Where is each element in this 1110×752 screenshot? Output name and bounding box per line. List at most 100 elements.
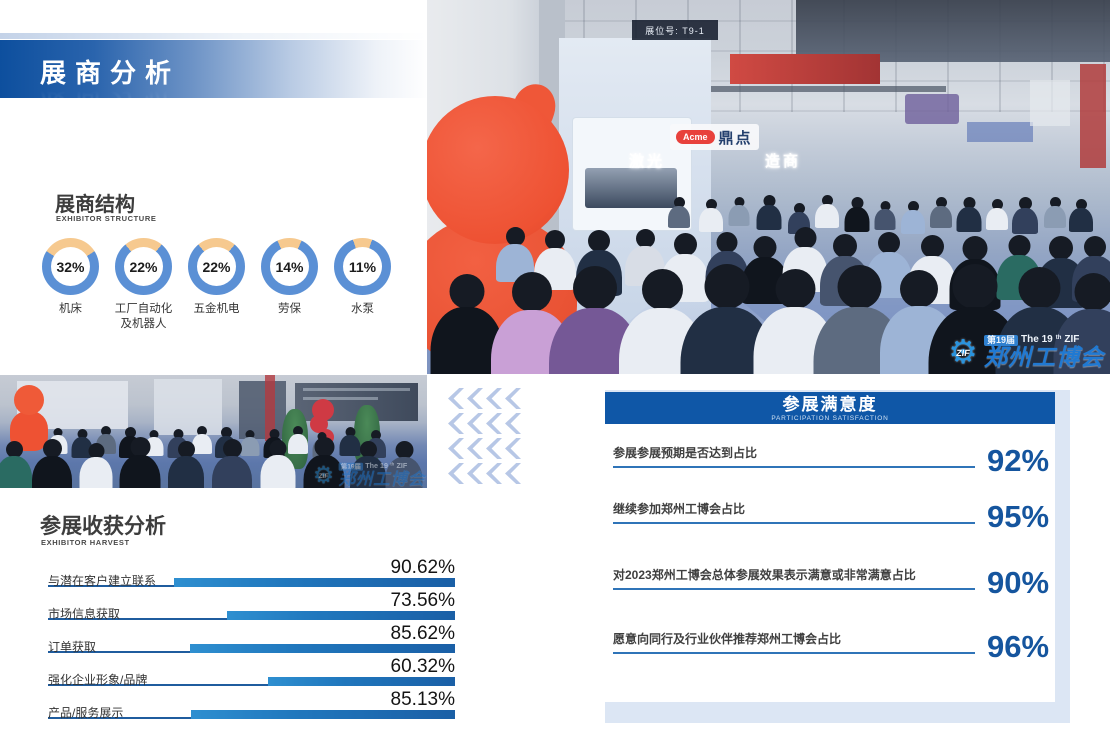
person-head	[704, 264, 750, 309]
left-chevron-icon	[448, 438, 464, 459]
person-body	[212, 456, 252, 488]
person-head	[220, 427, 232, 438]
bar-row: 85.62% 订单获取	[48, 623, 455, 659]
left-chevron-icon	[467, 413, 483, 434]
person-head	[907, 201, 919, 212]
person	[844, 197, 870, 232]
person-head	[716, 232, 738, 253]
person-head	[935, 197, 947, 208]
person	[1012, 197, 1038, 234]
person-head	[673, 233, 697, 256]
banner-accent-strip	[0, 33, 428, 39]
person	[1044, 197, 1066, 228]
zif-edition-cn: 第19届	[984, 335, 1019, 346]
person-head	[149, 430, 159, 439]
person-body	[32, 456, 72, 488]
person-head	[359, 441, 377, 458]
person-body	[815, 204, 839, 228]
exhibition-hall-photo-bottom: ⚙ ZIF 第19届 The 19 th ZIF 郑州工博会	[0, 375, 427, 488]
person	[168, 441, 204, 488]
chevron-decoration	[448, 388, 522, 484]
glow-sign-text-right: 造商	[765, 153, 802, 170]
person-body	[874, 209, 896, 230]
satisfaction-row: 参展参展预期是否达到占比 92%	[613, 438, 1049, 478]
bar-value: 85.13%	[390, 689, 455, 710]
bar	[268, 677, 455, 686]
crowd-bottom	[0, 375, 427, 488]
person-body	[350, 456, 386, 488]
person-head	[673, 197, 685, 208]
person-body	[756, 205, 782, 230]
person-body	[1069, 208, 1093, 232]
donut-ring: 32%	[42, 238, 99, 295]
person	[986, 199, 1008, 230]
satisfaction-rows: 参展参展预期是否达到占比 92% 继续参加郑州工博会占比 95% 对2023郑州工博会总…	[613, 424, 1050, 702]
person-body	[986, 208, 1008, 230]
person-body	[901, 210, 925, 234]
person-head	[53, 428, 63, 437]
person-head	[635, 229, 655, 248]
flower-blob	[309, 415, 328, 433]
person	[930, 197, 952, 228]
left-chevron-icon	[505, 463, 521, 484]
bar-track	[48, 643, 455, 653]
person-head	[101, 426, 111, 436]
satisfaction-subtitle: PARTICIPATION SATISFACTION	[771, 414, 889, 422]
person	[260, 440, 296, 488]
person	[350, 441, 386, 488]
zif-edition-sup: th	[390, 462, 395, 468]
satisfaction-row: 愿意向同行及行业伙伴推荐郑州工博会占比 96%	[613, 624, 1049, 664]
harvest-rows: 90.62% 与潜在客户建立联系 73.56% 市场信息获取 85.62% 订单获取 60.…	[48, 557, 455, 725]
left-chevron-icon	[505, 438, 521, 459]
harvest-section-subtitle: EXHIBITOR HARVEST	[41, 538, 130, 547]
person-head	[395, 441, 413, 459]
bar	[190, 644, 455, 653]
person	[303, 437, 345, 488]
person-head	[245, 430, 255, 439]
distant-booth-blue	[966, 122, 1033, 142]
person-head	[878, 232, 900, 254]
donut-label: 劳保	[278, 303, 301, 315]
left-chevron-icon	[505, 388, 521, 409]
donut-chart: 32% 机床	[34, 238, 107, 332]
bar	[191, 710, 455, 719]
person-body	[119, 455, 161, 488]
donut-value: 22%	[197, 247, 236, 286]
booth-red-beam	[730, 54, 880, 84]
zif-edition-cn: 第19届	[338, 462, 364, 471]
bar-label: 产品/服务展示	[48, 706, 124, 720]
person-head	[130, 437, 150, 457]
person-head	[512, 272, 552, 312]
person-head	[588, 230, 610, 252]
person-head	[42, 439, 62, 458]
person-head	[77, 429, 87, 439]
mascot-head	[427, 96, 569, 244]
page-title-reflection: 展商分析	[40, 87, 181, 117]
person-head	[793, 203, 805, 214]
satisfaction-header: 参展满意度 PARTICIPATION SATISFACTION	[605, 392, 1055, 424]
bar-row: 60.32% 强化企业形象/品牌	[48, 656, 455, 692]
person	[699, 199, 723, 232]
person	[496, 227, 534, 282]
person-head	[1084, 236, 1106, 258]
person-head	[269, 440, 287, 457]
person-head	[505, 227, 525, 246]
person-body	[240, 437, 260, 456]
person-head	[222, 439, 242, 458]
donut-chart: 22% 五金机电	[180, 238, 253, 332]
ceiling-beam	[604, 86, 947, 92]
satisfaction-value: 90%	[987, 565, 1050, 600]
satisfaction-value: 95%	[987, 499, 1050, 534]
bar-label: 订单获取	[48, 640, 97, 654]
person-head	[573, 266, 617, 310]
header-banner: 展商分析 展商分析	[0, 40, 428, 117]
person-head	[1049, 197, 1061, 208]
person	[1053, 273, 1110, 374]
person-body	[79, 457, 113, 488]
person-body	[1044, 206, 1066, 228]
bar	[174, 578, 455, 587]
left-chevron-icon	[467, 388, 483, 409]
zif-edition-line: 第19届 The 19 th ZIF	[338, 462, 407, 471]
person	[668, 197, 690, 228]
left-chevron-icon	[448, 463, 464, 484]
